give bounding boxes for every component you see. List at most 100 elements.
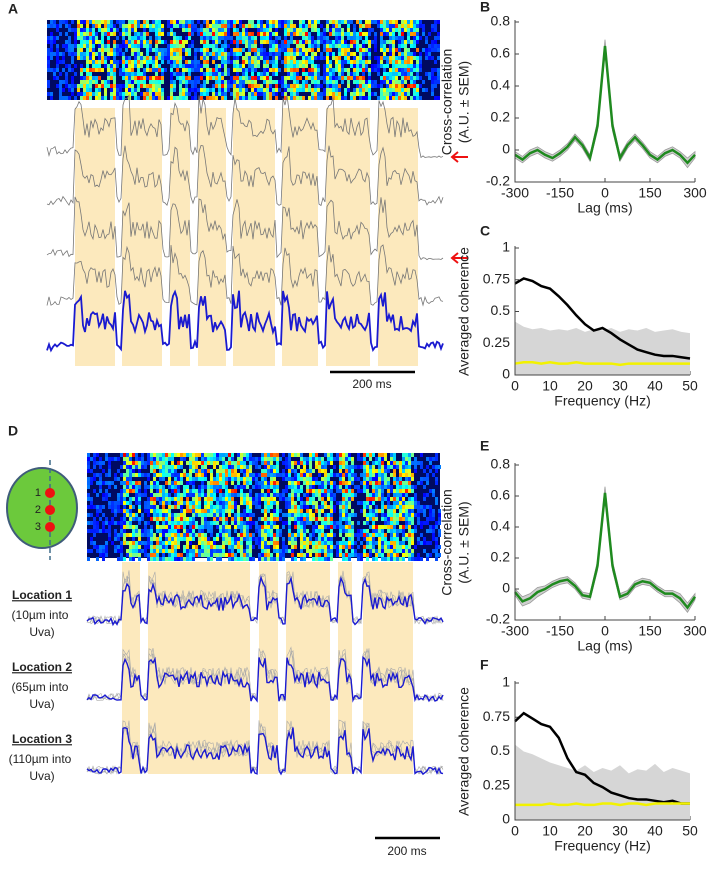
spectrogram-cell — [320, 76, 323, 80]
spectrogram-cell — [98, 48, 101, 52]
spectrogram-cell — [180, 457, 183, 461]
spectrogram-cell — [251, 56, 254, 60]
spectrogram-cell — [102, 545, 105, 549]
spectrogram-cell — [65, 20, 68, 24]
spectrogram-cell — [338, 20, 341, 24]
spectrogram-cell — [306, 473, 309, 477]
spectrogram-cell — [413, 28, 416, 32]
spectrogram-cell — [174, 521, 177, 525]
spectrogram-cell — [269, 96, 272, 100]
spectrogram-cell — [434, 40, 437, 44]
spectrogram-cell — [260, 32, 263, 36]
spectrogram-cell — [131, 92, 134, 96]
spectrogram-cell — [203, 88, 206, 92]
spectrogram-cell — [395, 76, 398, 80]
spectrogram-cell — [270, 477, 273, 481]
spectrogram-cell — [170, 68, 173, 72]
spectrogram-cell — [264, 505, 267, 509]
spectrogram-cell — [237, 453, 240, 457]
spectrogram-cell — [314, 40, 317, 44]
spectrogram-cell — [197, 20, 200, 24]
spectrogram-cell — [336, 525, 339, 529]
spectrogram-cell — [290, 64, 293, 68]
spectrogram-cell — [381, 525, 384, 529]
spectrogram-cell — [126, 525, 129, 529]
spectrogram-cell — [92, 40, 95, 44]
spectrogram-cell — [167, 20, 170, 24]
spectrogram-cell — [156, 541, 159, 545]
spectrogram-cell — [89, 20, 92, 24]
spectrogram-cell — [435, 481, 438, 485]
spectrogram-cell — [431, 48, 434, 52]
spectrogram-cell — [125, 64, 128, 68]
spectrogram-cell — [120, 493, 123, 497]
spectrogram-cell — [246, 493, 249, 497]
spectrogram-cell — [306, 549, 309, 553]
spectrogram-cell — [108, 473, 111, 477]
spectrogram-cell — [395, 24, 398, 28]
spectrogram-cell — [297, 525, 300, 529]
spectrogram-cell — [215, 24, 218, 28]
spectrogram-cell — [162, 513, 165, 517]
spectrogram-cell — [434, 76, 437, 80]
spectrogram-cell — [338, 68, 341, 72]
spectrogram-cell — [131, 84, 134, 88]
spectrogram-cell — [140, 92, 143, 96]
trace — [46, 93, 444, 159]
spectrogram-cell — [360, 533, 363, 537]
spectrogram-cell — [362, 64, 365, 68]
spectrogram-cell — [221, 44, 224, 48]
spectrogram-cell — [222, 461, 225, 465]
spectrogram-cell — [186, 461, 189, 465]
spectrogram-cell — [314, 44, 317, 48]
spectrogram-cell — [378, 545, 381, 549]
spectrogram-cell — [47, 36, 50, 40]
spectrogram-cell — [216, 481, 219, 485]
spectrogram-cell — [395, 48, 398, 52]
spectrogram-cell — [207, 549, 210, 553]
spectrogram-cell — [288, 493, 291, 497]
spectrogram-cell — [399, 525, 402, 529]
spectrogram-cell — [135, 553, 138, 557]
spectrogram-cell — [102, 529, 105, 533]
spectrogram-cell — [276, 493, 279, 497]
spectrogram-cell — [215, 76, 218, 80]
spectrogram-cell — [380, 80, 383, 84]
spectrogram-cell — [195, 461, 198, 465]
spectrogram-cell — [240, 553, 243, 557]
spectrogram-cell — [113, 68, 116, 72]
spectrogram-cell — [239, 32, 242, 36]
spectrogram-cell — [177, 557, 180, 561]
spectrogram-cell — [230, 80, 233, 84]
spectrogram-cell — [390, 517, 393, 521]
spectrogram-cell — [225, 529, 228, 533]
spectrogram-cell — [396, 537, 399, 541]
spectrogram-cell — [303, 457, 306, 461]
spectrogram-cell — [321, 489, 324, 493]
spectrogram-cell — [174, 497, 177, 501]
spectrogram-cell — [89, 28, 92, 32]
spectrogram-cell — [162, 461, 165, 465]
spectrogram-cell — [204, 509, 207, 513]
spectrogram-cell — [159, 473, 162, 477]
spectrogram-cell — [360, 481, 363, 485]
spectrogram-cell — [417, 541, 420, 545]
spectrogram-cell — [416, 24, 419, 28]
spectrogram-cell — [261, 469, 264, 473]
syllable-shade — [170, 108, 190, 366]
spectrogram-cell — [122, 96, 125, 100]
spectrogram-cell — [315, 541, 318, 545]
spectrogram-cell — [122, 32, 125, 36]
spectrogram-cell — [122, 20, 125, 24]
spectrogram-cell — [180, 505, 183, 509]
spectrogram-cell — [293, 32, 296, 36]
spectrogram-cell — [345, 505, 348, 509]
spectrogram-cell — [224, 72, 227, 76]
spectrogram-cell — [273, 525, 276, 529]
spectrogram-cell — [92, 64, 95, 68]
spectrogram-cell — [212, 84, 215, 88]
spectrogram-cell — [330, 481, 333, 485]
spectrogram-cell — [224, 88, 227, 92]
spectrogram-cell — [147, 485, 150, 489]
spectrogram-cell — [195, 525, 198, 529]
